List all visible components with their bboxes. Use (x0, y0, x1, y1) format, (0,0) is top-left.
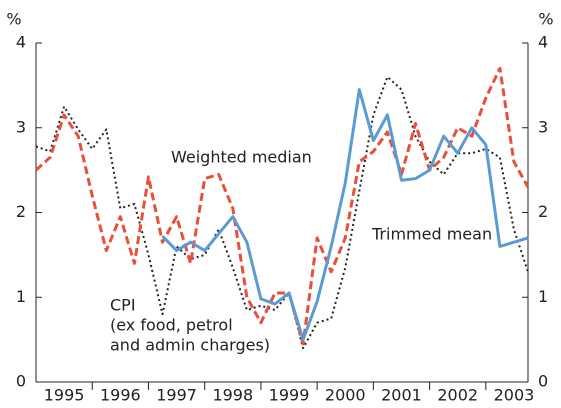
x-tick-label: 2000 (325, 386, 366, 405)
x-tick-label: 1995 (44, 386, 85, 405)
x-tick-label: 1997 (156, 386, 197, 405)
y-tick-label: 0 (16, 372, 26, 391)
y-tick-label: 1 (16, 287, 26, 306)
y-axis-label: % (6, 10, 21, 29)
y-tick-label: 4 (16, 33, 26, 52)
y-tick-label: 3 (16, 117, 26, 136)
x-tick-label: 2003 (494, 386, 535, 405)
y2-tick-label: 2 (538, 202, 548, 221)
y-tick-label: 2 (16, 202, 26, 221)
x-tick-label: 1999 (269, 386, 310, 405)
annotation: and admin charges) (110, 336, 270, 355)
y2-tick-label: 4 (538, 33, 548, 52)
x-tick-label: 1996 (100, 386, 141, 405)
x-tick-label: 1998 (212, 386, 253, 405)
line-series (161, 88, 529, 342)
series-label: Trimmed mean (371, 225, 492, 244)
y2-axis-label: % (538, 10, 553, 29)
series-label: Weighted median (171, 148, 312, 167)
y2-tick-label: 3 (538, 117, 548, 136)
x-tick-label: 2002 (437, 386, 478, 405)
series-label: CPI (110, 296, 136, 315)
annotation: (ex food, petrol (110, 316, 233, 335)
y2-tick-label: 0 (538, 372, 548, 391)
y2-tick-label: 1 (538, 287, 548, 306)
line-series (34, 66, 530, 346)
x-tick-label: 2001 (381, 386, 422, 405)
